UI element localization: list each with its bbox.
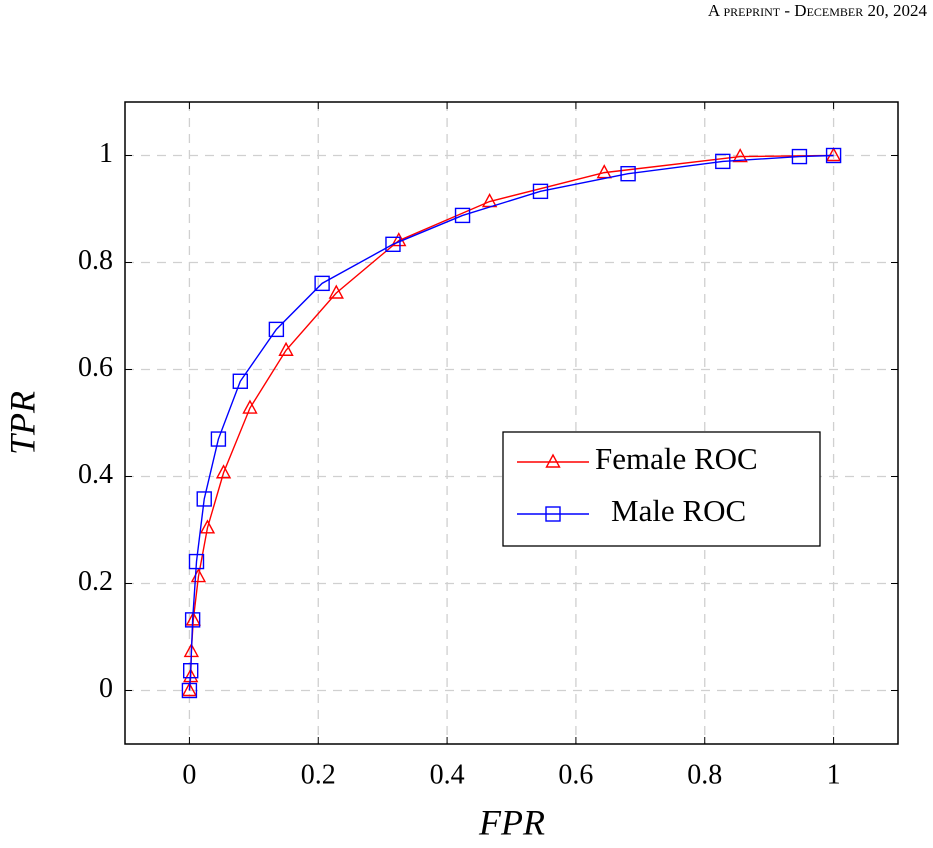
x-tick-label: 0 (182, 759, 196, 790)
roc-line (188, 154, 834, 691)
square-marker (620, 165, 636, 182)
legend: Female ROC Male ROC (502, 431, 821, 547)
legend-label: Male ROC (611, 493, 746, 528)
square-marker (184, 612, 201, 628)
square-marker (188, 553, 205, 570)
triangle-marker (242, 399, 258, 414)
y-tick-label: 1 (99, 138, 113, 169)
y-tick-label: 0 (99, 673, 113, 704)
square-marker (791, 148, 808, 165)
square-marker (454, 207, 471, 224)
roc-line (188, 154, 834, 691)
triangle-marker (732, 148, 748, 163)
square-marker (715, 153, 731, 170)
legend-box (502, 431, 821, 547)
square-marker (196, 491, 212, 507)
triangle-marker (183, 668, 199, 683)
triangle-marker (181, 682, 198, 697)
plot-frame (124, 101, 899, 745)
x-tick-label: 0.6 (558, 759, 593, 790)
x-tick-label: 0.4 (430, 759, 465, 790)
square-marker (545, 506, 561, 522)
triangle-marker (199, 519, 216, 534)
square-marker (183, 663, 199, 679)
x-tick-label: 0.8 (687, 759, 722, 790)
square-marker (385, 236, 401, 253)
legend-label: Female ROC (595, 441, 758, 476)
triangle-marker (391, 232, 407, 247)
y-tick-label: 0.6 (78, 352, 113, 383)
triangle-marker (596, 164, 612, 179)
triangle-marker (545, 453, 561, 468)
square-marker (181, 682, 198, 699)
triangle-marker (215, 464, 232, 479)
triangle-marker (328, 284, 344, 299)
x-tick-label: 0.2 (301, 759, 336, 790)
square-marker (532, 183, 549, 200)
square-marker (314, 275, 330, 292)
x-axis-label: FPR (478, 802, 545, 842)
triangle-marker (825, 147, 842, 162)
page-header: A preprint - December 20, 2024 (708, 1, 928, 20)
y-axis-label: TPR (2, 391, 42, 455)
x-tick-label: 1 (827, 759, 841, 790)
y-tick-label: 0.4 (78, 459, 113, 490)
square-marker (268, 321, 285, 338)
y-tick-label: 0.8 (78, 245, 113, 276)
square-marker (210, 431, 227, 447)
square-marker (232, 373, 249, 389)
triangle-marker (278, 341, 294, 356)
triangle-marker (185, 611, 201, 626)
y-tick-label: 0.2 (78, 566, 113, 597)
square-marker (825, 147, 842, 164)
